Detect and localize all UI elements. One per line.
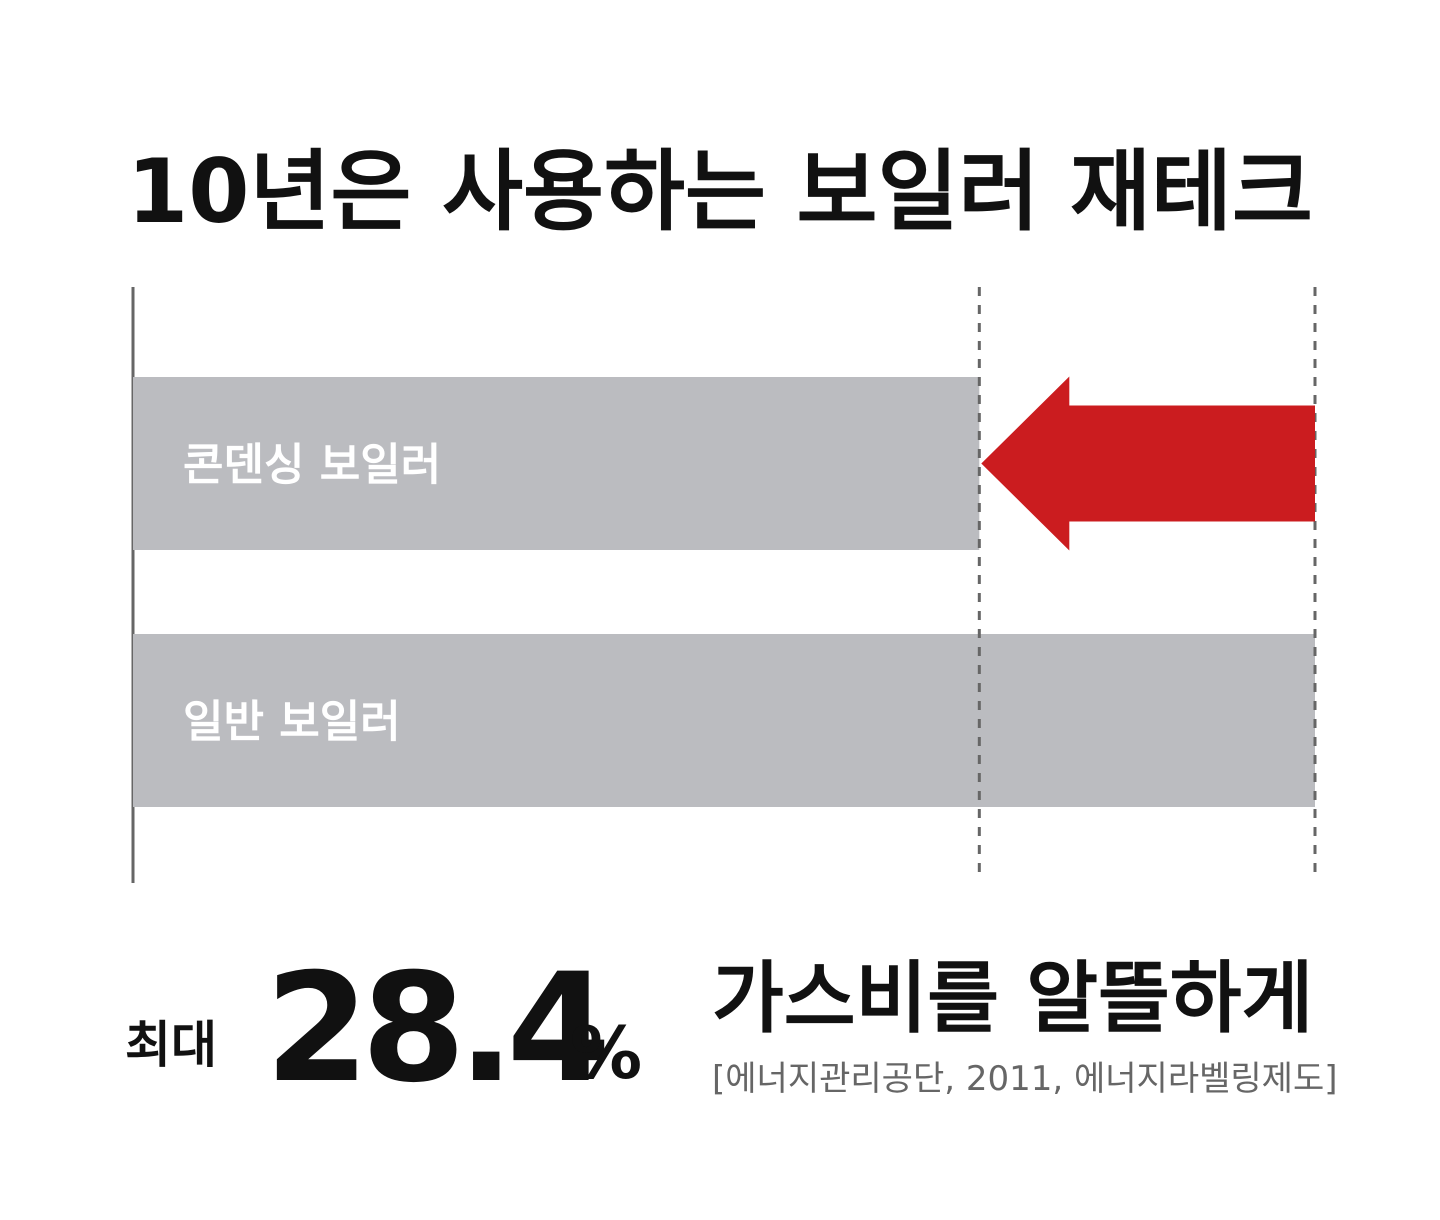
bar-label: 일반 보일러 — [183, 697, 401, 748]
bar — [133, 634, 1315, 807]
highlight-value: 28.4 — [265, 942, 605, 1116]
highlight-prefix: 최대 — [125, 1016, 217, 1074]
chart-title: 10년은 사용하는 보일러 재테크 — [127, 140, 1313, 243]
caption: 가스비를 알뜰하게 — [712, 954, 1313, 1044]
source: [에너지관리공단, 2011, 에너지라벨링제도] — [712, 1059, 1338, 1099]
bar-label: 콘덴싱 보일러 — [183, 440, 441, 491]
arrow — [981, 376, 1315, 551]
bar — [133, 377, 980, 550]
highlight-unit: % — [570, 1011, 642, 1095]
